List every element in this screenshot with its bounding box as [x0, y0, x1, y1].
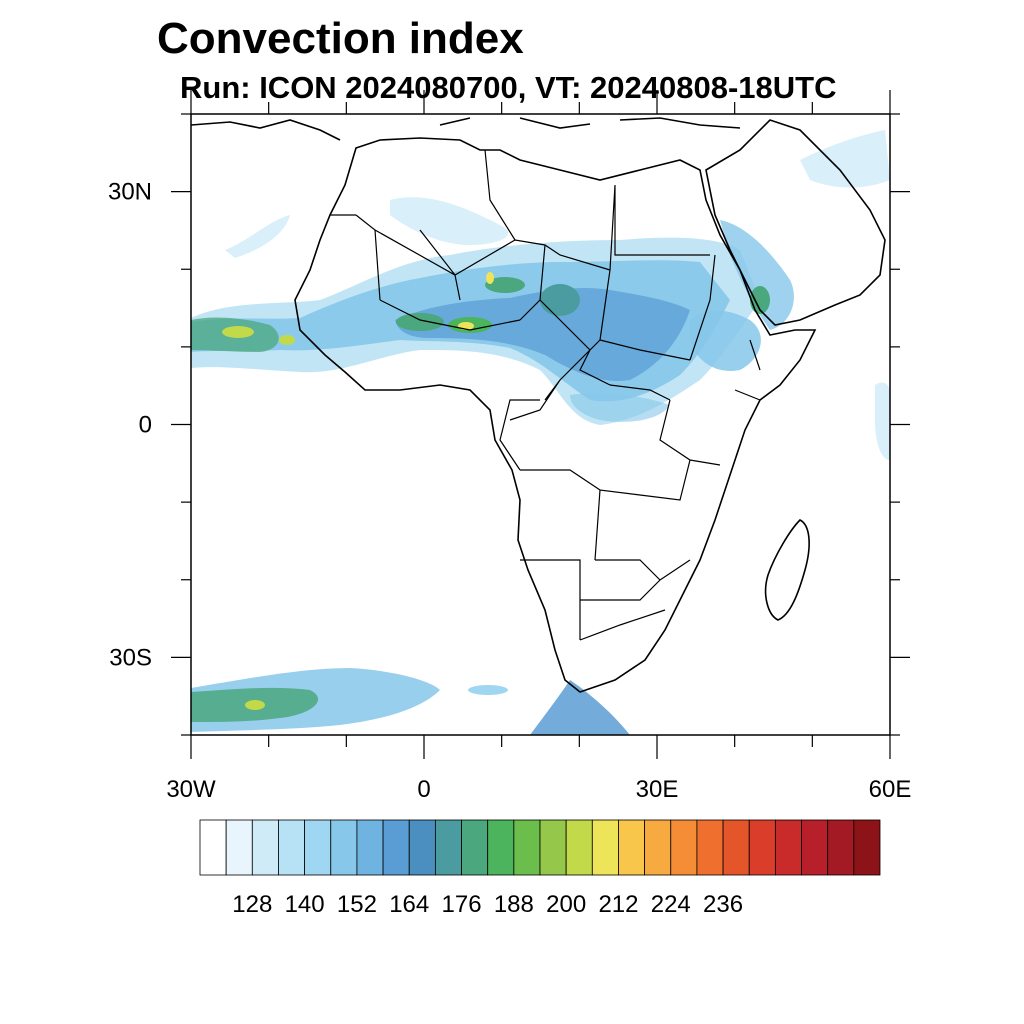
colorbar-swatch [251, 819, 279, 876]
colorbar-tick-label: 188 [494, 891, 534, 918]
lat-tick-label: 30S [109, 644, 152, 671]
colorbar-tick-label: 152 [337, 891, 377, 918]
colorbar-tick-label: 236 [703, 891, 743, 918]
colorbar-swatch [565, 819, 593, 876]
europe-coastline [191, 117, 741, 141]
colorbar-swatch [591, 819, 619, 876]
colorbar-swatch [696, 819, 724, 876]
map-axes: 30W 0 30E 60E 30N 0 30S [108, 90, 911, 803]
colorbar-swatch [618, 819, 646, 876]
colorbar: 128 140 152 164 176 188 200 212 224 236 [199, 819, 881, 918]
colorbar-tick-label: 212 [598, 891, 638, 918]
colorbar-tick-label: 200 [546, 891, 586, 918]
lat-tick-label: 30N [108, 179, 152, 206]
country-borders [330, 149, 761, 641]
lon-tick-label: 60E [869, 776, 912, 803]
colorbar-tick-label: 164 [389, 891, 429, 918]
sahel-core-c [485, 277, 525, 293]
lat-tick-label: 0 [139, 412, 152, 439]
sahel-core-d [540, 284, 580, 316]
colorbar-swatch [539, 819, 567, 876]
arabia-coastline [705, 119, 886, 326]
colorbar-swatch [487, 819, 515, 876]
sahel-peak-c [486, 272, 494, 284]
colorbar-swatch [356, 819, 384, 876]
colorbar-tick-label: 140 [285, 891, 325, 918]
colorbar-swatch [278, 819, 306, 876]
colorbar-swatch [461, 819, 489, 876]
arabia-north-wisps [800, 130, 890, 188]
lon-tick-label: 30E [636, 776, 679, 803]
colorbar-swatch [774, 819, 802, 876]
africa-coastline [294, 137, 817, 693]
coastlines [191, 117, 886, 693]
cape-convection [530, 680, 630, 735]
atlantic-peak-2 [279, 335, 295, 345]
lon-tick-label: 0 [417, 776, 430, 803]
madagascar-coastline [764, 519, 810, 621]
arabia-convection [720, 220, 794, 330]
colorbar-swatch [304, 819, 332, 876]
atlantic-peak-1 [222, 326, 254, 338]
chart-subtitle: Run: ICON 2024080700, VT: 20240808-18UTC [180, 70, 837, 105]
convection-field [191, 130, 890, 735]
lon-tick-label: 30W [166, 776, 216, 803]
sahara-wisps [390, 197, 509, 245]
colorbar-tick-label: 224 [651, 891, 691, 918]
colorbar-swatch [513, 819, 541, 876]
south-atlantic-peak [245, 700, 265, 710]
colorbar-swatch [801, 819, 829, 876]
map-frame [190, 113, 891, 736]
atlantic-streak [225, 215, 290, 258]
ethiopia-convection [690, 310, 761, 371]
colorbar-swatch [722, 819, 750, 876]
south-atlantic-wisp [468, 685, 508, 695]
sahel-convection-mid [395, 287, 690, 381]
colorbar-tick-label: 176 [442, 891, 482, 918]
colorbar-swatch [748, 819, 776, 876]
colorbar-swatch [382, 819, 410, 876]
sahel-core-a [396, 313, 444, 331]
colorbar-swatch [827, 819, 855, 876]
indian-ocean-wisps [875, 382, 890, 460]
colorbar-swatch [199, 819, 227, 876]
arabia-core [750, 286, 770, 314]
colorbar-swatch [330, 819, 358, 876]
colorbar-swatch [853, 819, 881, 876]
colorbar-swatch [670, 819, 698, 876]
colorbar-swatch [644, 819, 672, 876]
colorbar-tick-label: 128 [232, 891, 272, 918]
chart-title: Convection index [157, 14, 524, 63]
colorbar-swatch [225, 819, 253, 876]
colorbar-swatch [408, 819, 436, 876]
colorbar-swatch [434, 819, 462, 876]
central-africa-convection [570, 393, 670, 422]
